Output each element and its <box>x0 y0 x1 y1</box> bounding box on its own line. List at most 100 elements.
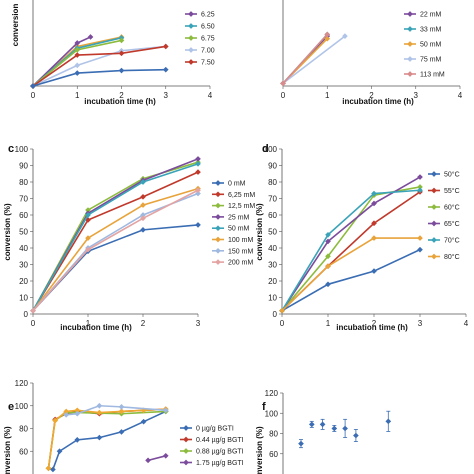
legend-label: 50 mM <box>228 226 250 233</box>
data-point <box>325 263 331 269</box>
x-axis-label: incubation time (h) <box>60 323 132 332</box>
series-unnamed-4 <box>63 402 169 418</box>
data-point <box>325 253 331 260</box>
legend-label: 150 mM <box>228 248 253 255</box>
y-tick-label: 90 <box>268 162 277 171</box>
y-tick-label: 80 <box>19 425 28 434</box>
legend-entry: 50°C <box>428 171 460 179</box>
legend-entry: 25 mM <box>212 214 250 221</box>
legend-entry: 80°C <box>428 253 460 261</box>
legend-label: 25 mM <box>228 214 250 221</box>
data-point <box>74 437 81 443</box>
x-tick-label: 2 <box>119 91 124 100</box>
legend-swatch-marker <box>183 425 189 431</box>
y-tick-label: 40 <box>19 244 28 253</box>
data-point <box>85 246 91 253</box>
y-tick-label: 60 <box>19 447 28 456</box>
y-tick-label: 10 <box>19 294 28 303</box>
series-50-C <box>279 246 423 314</box>
legend-swatch-marker <box>215 191 221 198</box>
legend-swatch-marker <box>183 448 189 454</box>
data-point <box>162 452 169 459</box>
data-point <box>298 440 304 447</box>
data-point <box>417 184 423 190</box>
data-point <box>140 179 146 185</box>
x-tick-label: 1 <box>75 91 80 100</box>
series-line <box>147 455 166 462</box>
data-point <box>325 281 331 288</box>
series-line <box>282 33 328 84</box>
y-tick-label: 60 <box>269 450 278 459</box>
data-point <box>417 187 423 194</box>
series-70-C <box>279 187 423 314</box>
chart-panel-b: 0 1 2 3 4 incubation time (h) 22 mM 33 mM 50 mM 7… <box>280 0 463 106</box>
series-line <box>32 161 199 312</box>
x-tick-label: 1 <box>326 319 331 328</box>
y-tick-label: 120 <box>15 379 29 388</box>
y-axis-label: conversion (%) <box>3 203 12 261</box>
legend-label: 65°C <box>444 220 460 228</box>
y-tick-label: 100 <box>15 402 29 411</box>
legend-swatch-marker <box>431 171 437 177</box>
x-tick-label: 0 <box>31 319 36 328</box>
legend-entry: 33 mM <box>404 26 442 34</box>
legend-entry: 200 mM <box>212 259 253 267</box>
data-point <box>87 34 94 40</box>
data-point <box>140 212 146 218</box>
x-tick-label: 1 <box>325 91 330 100</box>
y-tick-label: 30 <box>19 261 28 270</box>
series-line <box>32 45 166 87</box>
legend-swatch-marker <box>215 236 221 243</box>
legend-swatch-marker <box>215 247 221 254</box>
data-point <box>162 66 169 73</box>
y-axis-label: conversion (%) <box>255 426 264 474</box>
data-point <box>118 404 125 410</box>
data-point <box>353 432 359 439</box>
x-axis-label: incubation time (h) <box>342 97 414 106</box>
legend-label: 100 mM <box>228 237 253 244</box>
x-tick-label: 0 <box>31 91 36 100</box>
y-tick-label: 70 <box>19 195 28 204</box>
y-tick-label: 20 <box>19 277 28 286</box>
panel-letter: f <box>262 401 266 413</box>
chart-panel-a: 0 1 2 3 4 incubation time (h) conversion 6.25 6.… <box>11 0 215 106</box>
y-tick-label: 100 <box>264 145 278 154</box>
legend-entry: 0 mM <box>212 180 246 188</box>
x-tick-label: 3 <box>418 319 423 328</box>
legend-label: 80°C <box>444 253 460 261</box>
series-line <box>281 248 421 312</box>
y-tick-label: 40 <box>268 244 277 253</box>
x-tick-label: 2 <box>369 91 374 100</box>
legend-swatch-marker <box>431 187 437 194</box>
legend-entry: 1.75 µg/g BGTI <box>180 459 244 467</box>
y-axis-label: conversion (%) <box>3 426 12 474</box>
series-0-44-g-g-BGTI <box>45 406 169 472</box>
series-line <box>47 408 166 469</box>
legend-entry: 150 mM <box>212 247 253 255</box>
data-point <box>140 418 147 425</box>
legend-entry: 0.88 µg/g BGTI <box>180 448 244 456</box>
data-point <box>162 43 169 50</box>
legend-swatch-marker <box>431 253 437 260</box>
series-80-C <box>279 235 423 314</box>
legend-entry: 6.75 <box>185 35 215 43</box>
data-point <box>319 421 326 428</box>
panel-letter: d <box>262 143 269 155</box>
y-tick-label: 80 <box>19 178 28 187</box>
legend-swatch-marker <box>407 11 413 17</box>
series-50-mM <box>30 161 201 314</box>
series-line <box>32 187 199 312</box>
series-line <box>32 163 199 312</box>
data-point <box>195 222 201 228</box>
legend-swatch-marker <box>431 204 437 210</box>
legend-label: 7.00 <box>201 48 215 55</box>
y-tick-label: 80 <box>268 178 277 187</box>
y-tick-label: 70 <box>268 195 277 204</box>
data-point <box>325 238 331 245</box>
legend-swatch-marker <box>407 56 413 62</box>
data-point <box>74 70 81 76</box>
legend-label: 113 mM <box>420 72 445 79</box>
y-tick-label: 30 <box>268 261 277 270</box>
legend-swatch-marker <box>183 459 189 466</box>
legend-entry: 55°C <box>428 187 460 195</box>
